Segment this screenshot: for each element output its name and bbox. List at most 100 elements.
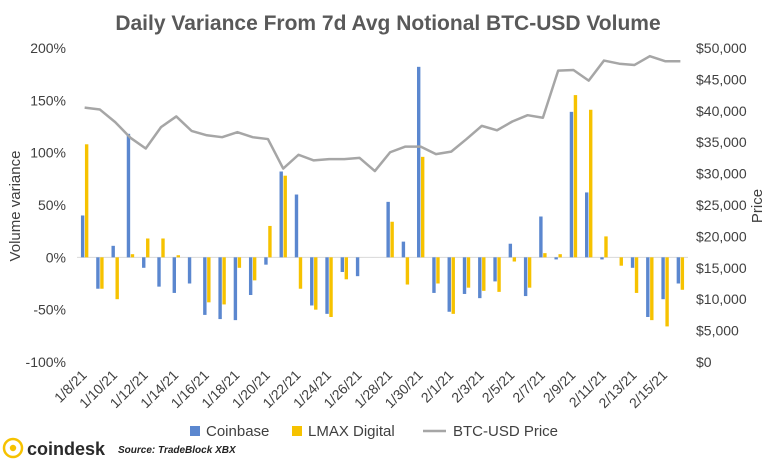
right-tick-label: $50,000 <box>696 40 747 56</box>
bar-lmax <box>252 257 257 281</box>
series-line-btc-price <box>84 54 681 173</box>
bar-lmax <box>161 238 165 258</box>
bar-coinbase <box>630 257 635 268</box>
left-tick-label: -100% <box>26 354 66 370</box>
legend-label-coinbase: Coinbase <box>206 423 269 440</box>
price-line-group <box>84 54 681 173</box>
bar-coinbase <box>539 216 543 258</box>
bar-coinbase <box>386 201 390 258</box>
bar-lmax <box>436 257 440 284</box>
bar-coinbase <box>432 257 436 293</box>
left-axis-title: Volume variance <box>7 151 24 262</box>
bar-coinbase <box>325 257 329 314</box>
bar-coinbase <box>248 257 253 296</box>
bar-lmax <box>100 257 104 289</box>
bar-lmax <box>466 257 471 288</box>
bar-coinbase <box>600 257 604 260</box>
chart-title: Daily Variance From 7d Avg Notional BTC-… <box>115 12 660 35</box>
right-tick-label: $30,000 <box>696 166 747 182</box>
bar-lmax <box>420 156 425 258</box>
coindesk-logo: coindesk <box>2 437 106 459</box>
bar-lmax <box>543 253 547 258</box>
x-tick-label: 2/3/21 <box>448 367 487 406</box>
right-tick-label: $10,000 <box>696 291 747 307</box>
bar-lmax <box>527 257 532 288</box>
bar-lmax <box>680 257 685 290</box>
bar-lmax <box>619 257 623 266</box>
bar-lmax <box>451 257 455 314</box>
bar-coinbase <box>340 257 345 272</box>
bar-lmax <box>146 238 150 258</box>
coindesk-logo-dot <box>9 444 17 452</box>
bar-coinbase <box>111 245 115 258</box>
bar-coinbase <box>585 192 589 258</box>
right-tick-label: $20,000 <box>696 228 747 244</box>
left-tick-label: 0% <box>46 249 66 265</box>
bar-coinbase <box>646 257 650 317</box>
right-tick-label: $15,000 <box>696 260 747 276</box>
bar-coinbase <box>187 257 192 284</box>
bar-coinbase <box>462 257 467 294</box>
right-tick-label: $45,000 <box>696 71 747 87</box>
x-tick-label: 2/7/21 <box>509 367 548 406</box>
bar-coinbase <box>126 133 131 258</box>
x-tick-label: 2/1/21 <box>418 367 457 406</box>
bar-coinbase <box>218 257 222 320</box>
x-axis-ticks: 1/8/211/10/211/12/211/14/211/16/211/18/2… <box>51 367 670 411</box>
bar-coinbase <box>233 257 238 321</box>
x-tick-label: 2/5/21 <box>479 367 518 406</box>
legend-swatch-lmax <box>292 426 302 436</box>
bar-lmax <box>405 257 410 285</box>
bar-lmax <box>222 257 226 305</box>
bar-coinbase <box>401 241 406 258</box>
bars-group <box>80 66 685 327</box>
bar-coinbase <box>493 257 497 282</box>
bar-coinbase <box>294 194 299 258</box>
bar-lmax <box>573 95 578 258</box>
bar-lmax <box>314 257 318 310</box>
bar-coinbase <box>80 215 85 258</box>
legend-swatch-coinbase <box>190 426 200 436</box>
bar-lmax <box>268 225 272 258</box>
bar-lmax <box>665 257 669 327</box>
bar-lmax <box>237 257 242 268</box>
right-tick-label: $25,000 <box>696 197 747 213</box>
bar-coinbase <box>569 111 574 258</box>
bar-lmax <box>84 144 89 258</box>
right-tick-label: $0 <box>696 354 712 370</box>
right-axis-ticks: $50,000 $45,000 $40,000 $35,000 $30,000 $25,0… <box>696 40 747 370</box>
bar-lmax <box>634 257 639 293</box>
bar-lmax <box>298 257 303 289</box>
bar-lmax <box>329 257 333 317</box>
bar-lmax <box>115 257 119 300</box>
bar-lmax <box>558 254 562 258</box>
bar-lmax <box>650 257 654 321</box>
left-tick-label: 50% <box>38 197 66 213</box>
left-tick-label: 150% <box>30 92 66 108</box>
right-tick-label: $35,000 <box>696 134 747 150</box>
left-tick-label: -50% <box>33 302 66 318</box>
right-tick-label: $40,000 <box>696 103 747 119</box>
source-note: Source: TradeBlock XBX <box>118 445 237 456</box>
bar-coinbase <box>279 171 283 258</box>
bar-lmax <box>130 254 135 258</box>
bar-coinbase <box>676 257 681 284</box>
bar-coinbase <box>310 257 314 306</box>
bar-coinbase <box>523 257 528 297</box>
bar-coinbase <box>142 257 146 268</box>
bar-lmax <box>604 236 608 258</box>
bar-coinbase <box>554 257 558 260</box>
bar-coinbase <box>157 257 161 287</box>
bar-coinbase <box>416 66 421 258</box>
bar-lmax <box>482 257 486 291</box>
bar-lmax <box>283 175 287 258</box>
bar-lmax <box>497 257 501 292</box>
right-tick-label: $5,000 <box>696 323 739 339</box>
bar-lmax <box>207 257 211 303</box>
bar-coinbase <box>203 257 207 315</box>
left-tick-label: 100% <box>30 145 66 161</box>
left-axis-ticks: 200% 150% 100% 50% 0% -50% -100% <box>26 40 66 370</box>
coindesk-logo-icon <box>2 437 24 459</box>
bar-lmax <box>390 221 394 258</box>
